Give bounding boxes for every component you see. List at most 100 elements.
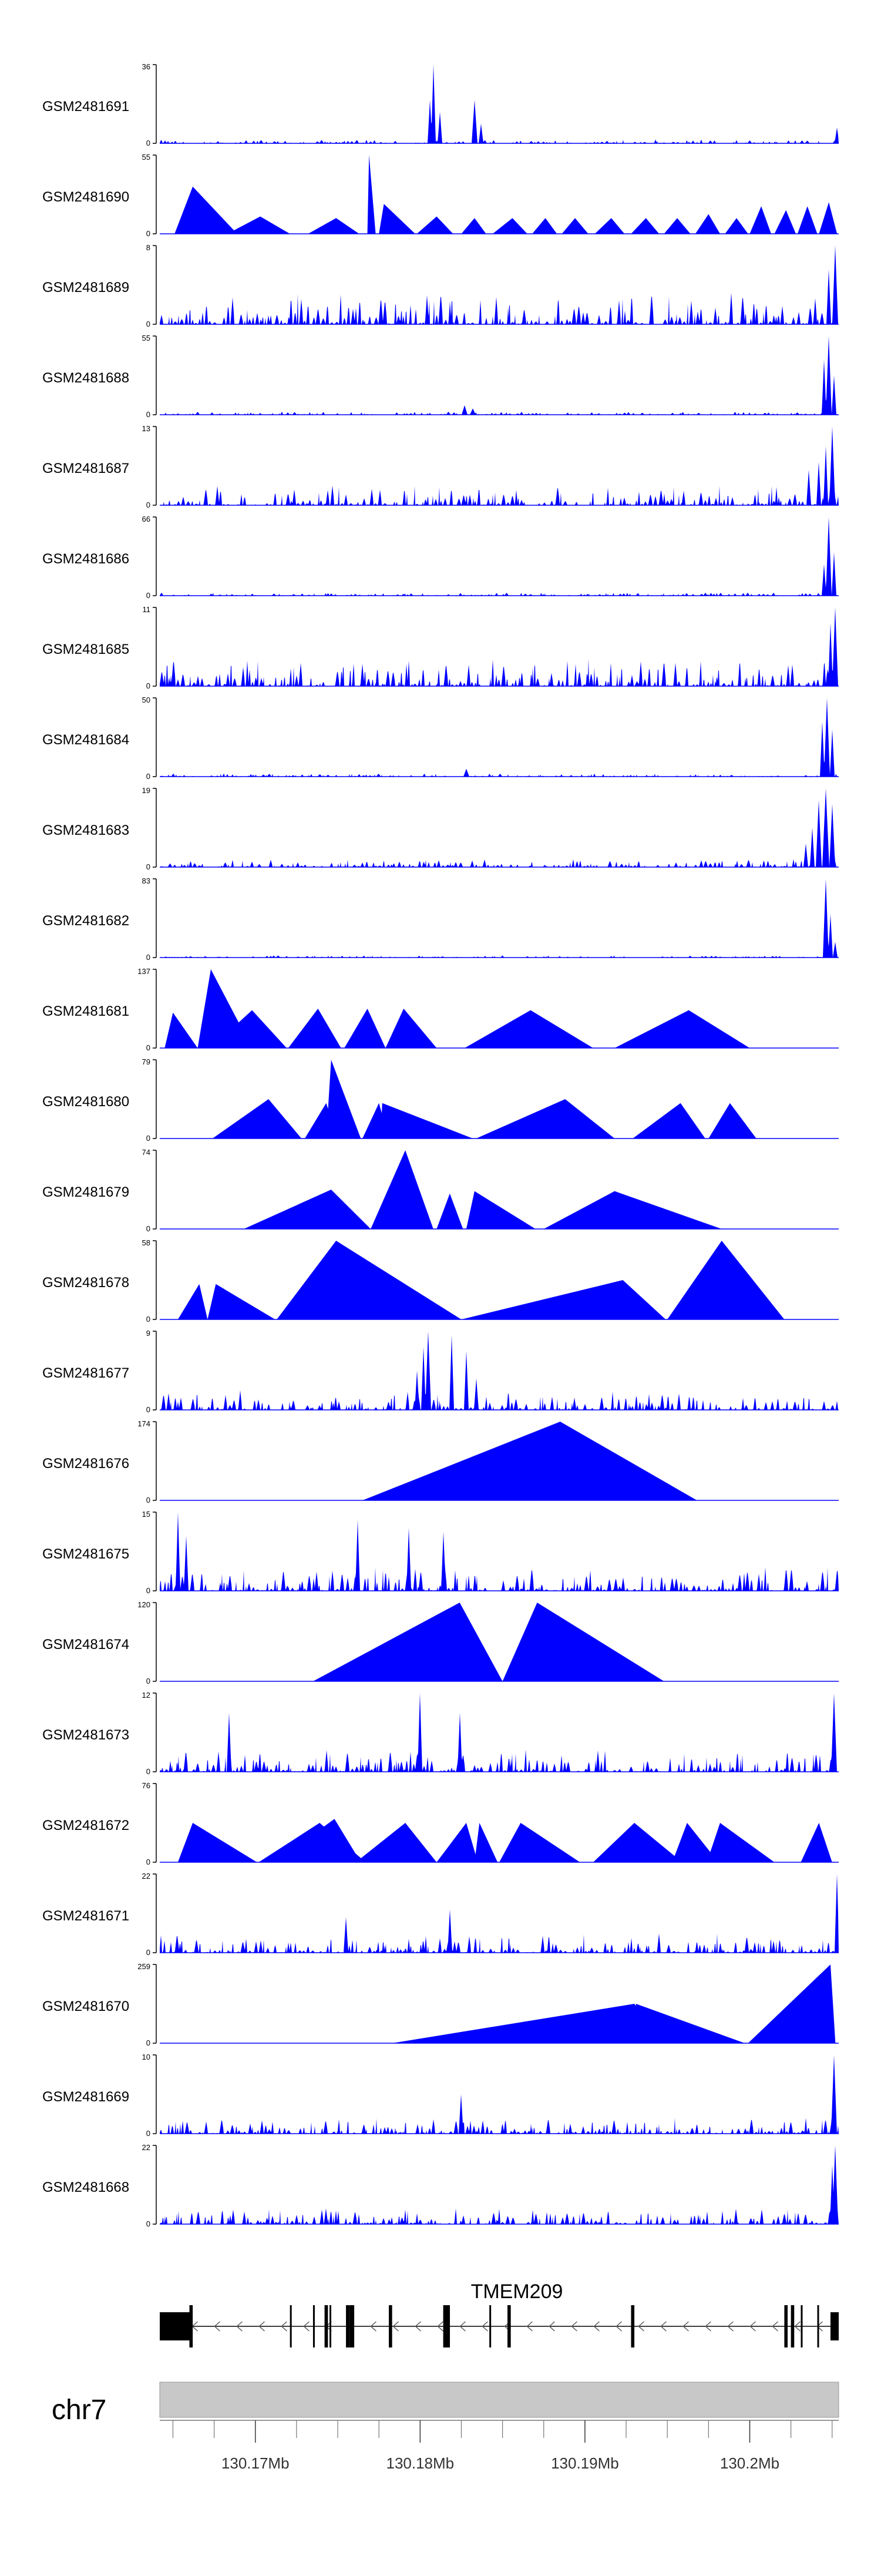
- y-zero-label: 0: [146, 1767, 150, 1776]
- coverage-area: [160, 517, 839, 596]
- track-GSM2481690: GSM2481690 55 0: [42, 153, 839, 238]
- exon: [326, 2305, 328, 2347]
- y-zero-label: 0: [146, 1315, 150, 1324]
- strand-arrow: [816, 2321, 823, 2332]
- coverage-segment: [227, 216, 290, 234]
- y-max-label: 79: [142, 1057, 150, 1066]
- strand-arrow: [526, 2321, 533, 2332]
- track-label: GSM2481688: [42, 370, 129, 386]
- coverage-segment: [502, 1603, 664, 1681]
- chromosome-label: chr7: [52, 2394, 106, 2426]
- y-zero-label: 0: [146, 1496, 150, 1504]
- coverage-segment: [593, 1823, 682, 1862]
- track-GSM2481674: GSM2481674 120 0: [42, 1600, 839, 1685]
- coverage-segment: [362, 1422, 697, 1500]
- coverage-segment: [392, 2004, 668, 2043]
- track-label: GSM2481686: [42, 551, 129, 567]
- exon: [312, 2305, 315, 2347]
- track-GSM2481669: GSM2481669 10 0: [42, 2053, 839, 2138]
- y-max-label: 12: [142, 1691, 150, 1700]
- coverage-segment: [466, 1191, 536, 1229]
- y-zero-label: 0: [146, 591, 150, 600]
- track-GSM2481676: GSM2481676 174 0: [42, 1419, 839, 1504]
- coverage-segment: [212, 1099, 302, 1138]
- coverage-segment: [707, 1823, 775, 1862]
- coverage-segment: [461, 218, 486, 234]
- strand-arrow: [258, 2321, 265, 2332]
- coverage-segment: [380, 1103, 473, 1138]
- strand-arrow: [482, 2321, 488, 2332]
- y-max-label: 259: [137, 1962, 150, 1971]
- track-label: GSM2481670: [42, 1999, 129, 2014]
- coverage-segment: [708, 1103, 756, 1138]
- track-GSM2481688: GSM2481688 55 0: [42, 334, 839, 419]
- y-max-label: 13: [142, 424, 150, 433]
- track-GSM2481670: GSM2481670 259 0: [42, 1962, 839, 2047]
- exon: [346, 2305, 349, 2347]
- coverage-segment: [367, 155, 376, 234]
- y-max-label: 22: [142, 1872, 150, 1880]
- y-zero-label: 0: [146, 772, 150, 781]
- strand-arrow: [571, 2321, 577, 2332]
- y-max-label: 15: [142, 1510, 150, 1519]
- coverage-segment: [474, 1823, 498, 1862]
- y-zero-label: 0: [146, 1224, 150, 1233]
- track-GSM2481691: GSM2481691 36 0: [42, 62, 839, 147]
- strand-arrow: [303, 2321, 310, 2332]
- track-GSM2481672: GSM2481672 76 0: [42, 1781, 839, 1866]
- coverage-segment: [774, 210, 796, 234]
- track-GSM2481689: GSM2481689 8 0: [42, 243, 839, 328]
- track-GSM2481685: GSM2481685 11 0: [42, 605, 839, 690]
- track-GSM2481668: GSM2481668 22 0: [42, 2143, 839, 2228]
- coverage-segment: [312, 1603, 503, 1681]
- strand-arrow: [638, 2321, 644, 2332]
- axis-tick-label: 130.17Mb: [221, 2454, 290, 2472]
- y-max-label: 58: [142, 1238, 150, 1247]
- strand-arrow: [549, 2321, 555, 2332]
- axis-tick-label: 130.18Mb: [386, 2454, 454, 2472]
- y-zero-label: 0: [146, 681, 150, 690]
- strand-arrow: [794, 2321, 801, 2332]
- exon: [189, 2305, 193, 2347]
- y-zero-label: 0: [146, 1677, 150, 1685]
- coverage-segment: [797, 206, 818, 234]
- strand-arrow: [749, 2321, 756, 2332]
- gene-name-label: TMEM209: [471, 2281, 563, 2303]
- coverage-area: [160, 1693, 839, 1772]
- chromosome-bar: [159, 2382, 839, 2418]
- strand-arrow: [705, 2321, 711, 2332]
- y-max-label: 36: [142, 62, 150, 71]
- y-zero-label: 0: [146, 501, 150, 509]
- strand-arrow: [593, 2321, 600, 2332]
- y-zero-label: 0: [146, 2129, 150, 2138]
- coverage-area: [160, 698, 839, 777]
- track-label: GSM2481668: [42, 2179, 129, 2195]
- coverage-segment: [492, 218, 527, 234]
- y-max-label: 83: [142, 876, 150, 885]
- coverage-segment: [499, 1823, 580, 1862]
- y-max-label: 76: [142, 1781, 150, 1790]
- track-label: GSM2481682: [42, 913, 129, 929]
- y-zero-label: 0: [146, 862, 150, 871]
- track-label: GSM2481677: [42, 1365, 129, 1381]
- track-GSM2481673: GSM2481673 12 0: [42, 1691, 839, 1776]
- coverage-segment: [461, 1280, 666, 1319]
- coverage-area: [160, 879, 839, 958]
- coverage-segment: [436, 1823, 478, 1862]
- strand-arrow: [392, 2321, 399, 2332]
- track-label: GSM2481683: [42, 822, 129, 838]
- track-GSM2481671: GSM2481671 22 0: [42, 1872, 839, 1957]
- coverage-segment: [631, 218, 660, 234]
- coverage-segment: [308, 218, 359, 234]
- track-GSM2481682: GSM2481682 83 0: [42, 876, 839, 962]
- strand-arrow: [281, 2321, 287, 2332]
- y-max-label: 11: [143, 605, 151, 614]
- strand-arrow: [459, 2321, 466, 2332]
- track-GSM2481680: GSM2481680 79 0: [42, 1057, 839, 1143]
- coverage-segment: [543, 1191, 722, 1229]
- track-label: GSM2481672: [42, 1818, 129, 1833]
- y-zero-label: 0: [146, 139, 150, 147]
- y-zero-label: 0: [146, 229, 150, 238]
- y-zero-label: 0: [146, 1858, 150, 1866]
